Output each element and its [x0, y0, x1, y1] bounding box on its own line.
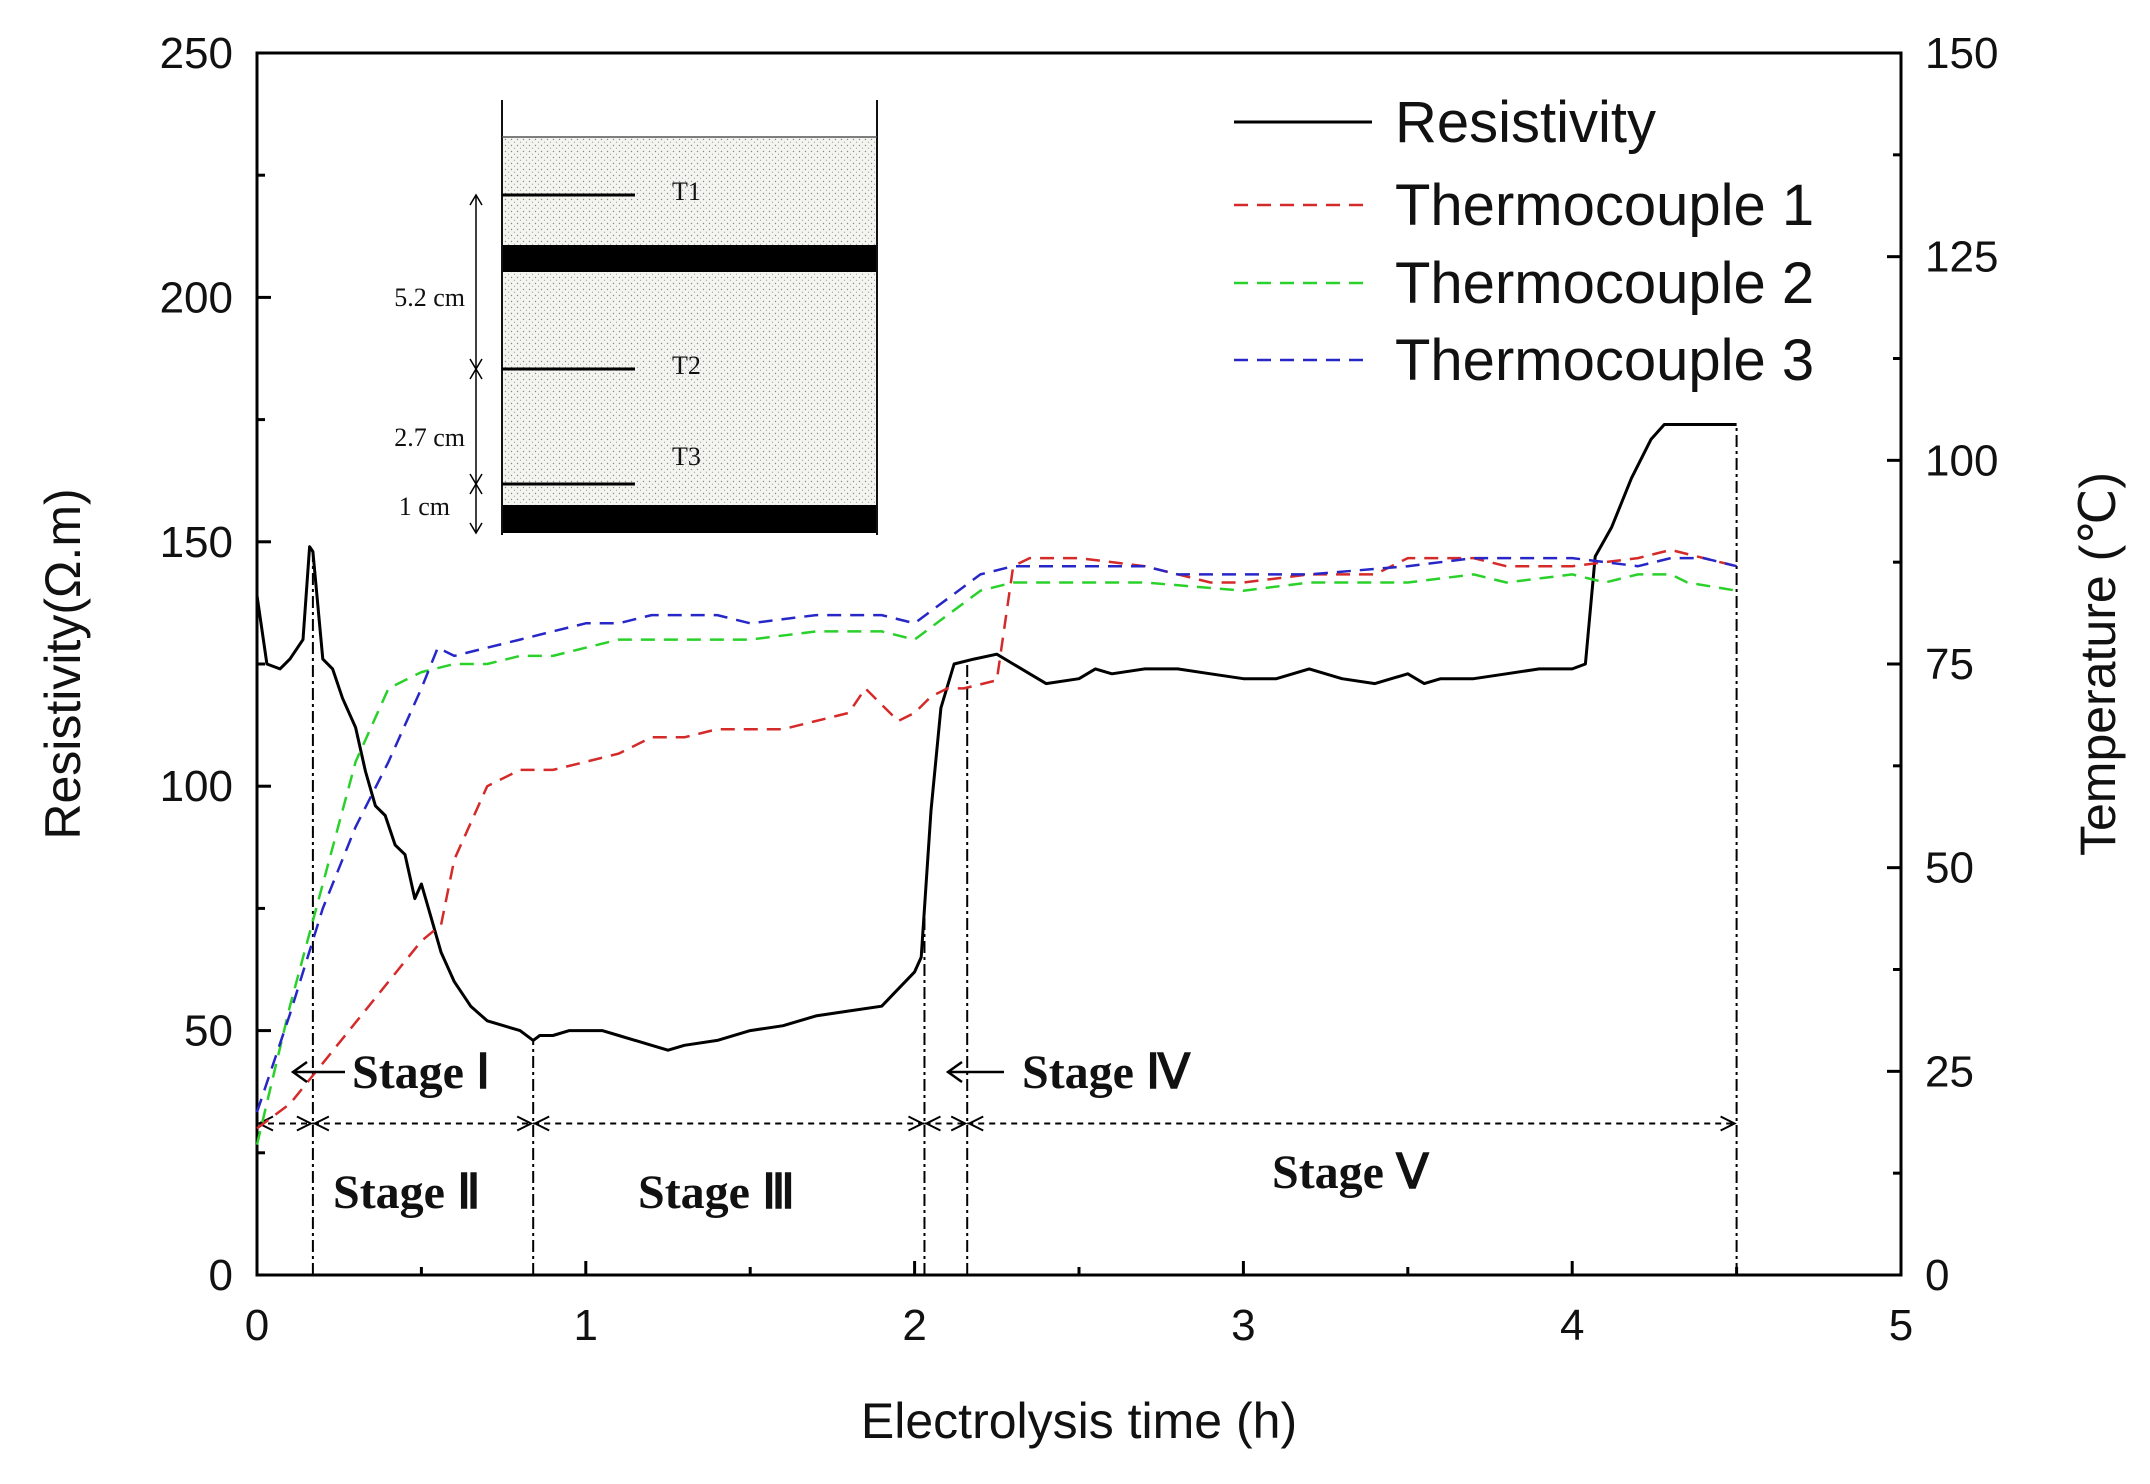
x-tick-label: 0	[245, 1301, 269, 1350]
y-right-tick-label: 150	[1925, 29, 1998, 78]
inset-electrode-bottom	[503, 505, 876, 533]
y-left-tick-label: 200	[160, 273, 233, 322]
inset-electrode-top	[503, 245, 876, 272]
series-line-thermocouple-2	[255, 573, 1737, 1145]
y-right-tick-label: 25	[1925, 1047, 1974, 1096]
inset-sand	[503, 137, 876, 533]
stage-1-pointer-arrow	[290, 1060, 345, 1084]
stage-span-arrowhead-left	[256, 1115, 274, 1132]
y-axis-left-title: Resistivity(Ω.m)	[35, 488, 91, 839]
stage-span-arrowhead-left	[312, 1115, 330, 1132]
series-group	[255, 423, 1737, 1145]
stage-3-label: Stage Ⅲ	[638, 1166, 795, 1219]
series-line-resistivity	[255, 423, 1737, 1052]
legend-label: Thermocouple 3	[1395, 328, 1814, 393]
x-tick-label: 2	[902, 1301, 926, 1350]
y-left-tick-label: 50	[184, 1007, 233, 1056]
y-right-tick-label: 75	[1925, 640, 1974, 689]
inset-diagram: T1 T2 T3 5.2 cm 2.7 cm 1 cm	[394, 100, 878, 535]
stage-span-arrowhead-right	[516, 1115, 534, 1132]
stage-5-label: Stage Ⅴ	[1272, 1146, 1430, 1199]
stage-labels: Stage Ⅰ Stage Ⅱ Stage Ⅲ Stage Ⅳ Stage Ⅴ	[290, 1046, 1430, 1219]
inset-dim-label-3: 1 cm	[399, 492, 450, 521]
x-tick-label: 3	[1231, 1301, 1255, 1350]
stage-1-label: Stage Ⅰ	[352, 1046, 490, 1099]
y-left-tick-label: 150	[160, 518, 233, 567]
y-right-tick-labels: 0 25 50 75 100 125 150	[1925, 29, 1998, 1300]
stage-span-arrows	[256, 1115, 1737, 1132]
y-axis-right-title: Temperature (℃)	[2070, 472, 2126, 856]
inset-dim-label-2: 2.7 cm	[394, 423, 465, 452]
stage-span-arrowhead-left	[966, 1115, 984, 1132]
stage-4-label: Stage Ⅳ	[1022, 1046, 1191, 1099]
legend-label: Resistivity	[1395, 90, 1656, 155]
y-right-tick-label: 50	[1925, 844, 1974, 893]
stage-span-arrowhead-right	[296, 1115, 314, 1132]
stage-4-pointer-arrow	[945, 1060, 1004, 1084]
stage-boundary-lines	[311, 424, 1738, 1275]
legend-label: Thermocouple 2	[1395, 251, 1814, 316]
stage-span-arrowhead-right	[950, 1115, 968, 1132]
legend-label: Thermocouple 1	[1395, 173, 1814, 238]
series-line-thermocouple-1	[256, 548, 1737, 1130]
x-tick-label: 5	[1889, 1301, 1913, 1350]
y-left-tick-labels: 0 50 100 150 200 250	[160, 29, 233, 1300]
inset-label-t2: T2	[672, 351, 701, 380]
x-tick-label: 4	[1560, 1301, 1584, 1350]
series-line-thermocouple-3	[255, 556, 1737, 1113]
y-right-tick-label: 125	[1925, 233, 1998, 282]
stage-span-arrowhead-right	[1720, 1115, 1737, 1132]
y-right-tick-label: 0	[1925, 1251, 1949, 1300]
x-tick-label: 1	[574, 1301, 598, 1350]
x-axis-title: Electrolysis time (h)	[861, 1393, 1297, 1449]
y-left-tick-label: 100	[160, 762, 233, 811]
stage-span-arrowhead-right	[908, 1115, 925, 1132]
x-tick-labels: 0 1 2 3 4 5	[245, 1301, 1913, 1350]
inset-dim-arrows	[469, 193, 483, 535]
legend: Resistivity Thermocouple 1 Thermocouple 2 T…	[1234, 90, 1814, 393]
stage-span-arrowhead-left	[924, 1115, 941, 1132]
stage-span-arrowhead-left	[532, 1115, 550, 1132]
inset-label-t1: T1	[672, 177, 701, 206]
y-left-tick-label: 0	[209, 1251, 233, 1300]
y-left-tick-label: 250	[160, 29, 233, 78]
inset-label-t3: T3	[672, 442, 701, 471]
inset-dim-label-1: 5.2 cm	[394, 283, 465, 312]
stage-2-label: Stage Ⅱ	[333, 1166, 481, 1219]
y-right-tick-label: 100	[1925, 436, 1998, 485]
